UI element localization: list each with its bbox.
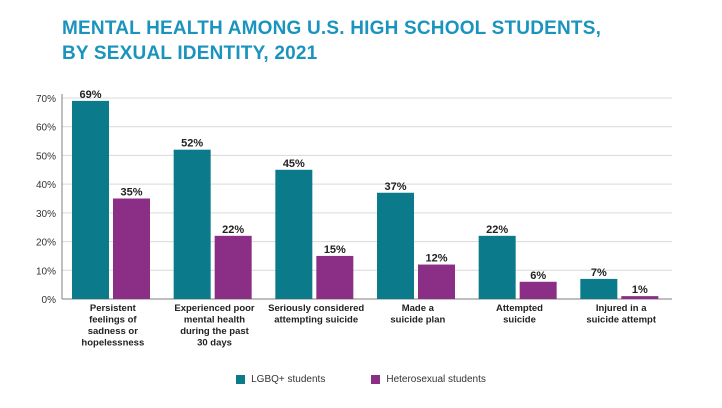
bar — [72, 100, 109, 299]
y-tick-label: 70% — [36, 94, 56, 105]
y-tick-label: 60% — [36, 123, 56, 134]
legend: LGBQ+ students Heterosexual students — [0, 374, 722, 385]
legend-label-lgbq: LGBQ+ students — [251, 374, 326, 385]
data-label: 12% — [425, 253, 447, 265]
legend-item-lgbq: LGBQ+ students — [236, 374, 325, 385]
bar — [621, 296, 659, 299]
x-tick-label: Seriously considered attempting suicide — [268, 303, 364, 326]
x-tick-label: Attempted suicide — [496, 303, 543, 326]
data-label: 6% — [530, 270, 546, 282]
data-label: 1% — [632, 284, 648, 296]
legend-item-heterosexual: Heterosexual students — [371, 374, 486, 385]
x-tick-label: Made a suicide plan — [390, 303, 445, 326]
bar — [316, 255, 354, 299]
y-tick-label: 10% — [36, 266, 56, 277]
data-label: 22% — [486, 224, 508, 236]
y-tick-label: 50% — [36, 151, 56, 162]
bar — [173, 149, 211, 299]
chart-title: MENTAL HEALTH AMONG U.S. HIGH SCHOOL STU… — [62, 16, 702, 66]
data-label: 15% — [324, 244, 346, 256]
data-label: 69% — [79, 89, 101, 101]
bar — [418, 264, 455, 299]
bar — [113, 198, 150, 299]
x-tick-label: Persistent feelings of sadness or hopelessn… — [81, 303, 144, 349]
y-tick-label: 20% — [36, 238, 56, 249]
data-label: 37% — [384, 181, 406, 193]
chart-title-line-1: MENTAL HEALTH AMONG U.S. HIGH SCHOOL STU… — [62, 18, 602, 39]
data-label: 7% — [591, 267, 607, 279]
data-label: 52% — [181, 138, 203, 150]
y-tick-label: 0% — [42, 295, 57, 306]
bar — [580, 278, 618, 299]
bar — [214, 235, 252, 299]
bar — [519, 281, 557, 299]
legend-swatch-lgbq — [236, 375, 246, 384]
x-tick-label: Injured in a suicide attempt — [586, 303, 657, 326]
y-tick-label: 40% — [36, 180, 56, 191]
bar — [275, 169, 313, 299]
data-label: 35% — [120, 187, 142, 199]
x-tick-label: Experienced poor mental health during the … — [174, 303, 255, 349]
y-tick-label: 30% — [36, 209, 56, 220]
legend-swatch-heterosexual — [371, 375, 381, 384]
chart-title-line-2: BY SEXUAL IDENTITY, 2021 — [62, 43, 318, 64]
data-label: 22% — [222, 224, 244, 236]
bar — [377, 192, 414, 299]
data-label: 45% — [283, 158, 305, 170]
bar — [478, 235, 516, 299]
legend-label-heterosexual: Heterosexual students — [386, 374, 486, 385]
